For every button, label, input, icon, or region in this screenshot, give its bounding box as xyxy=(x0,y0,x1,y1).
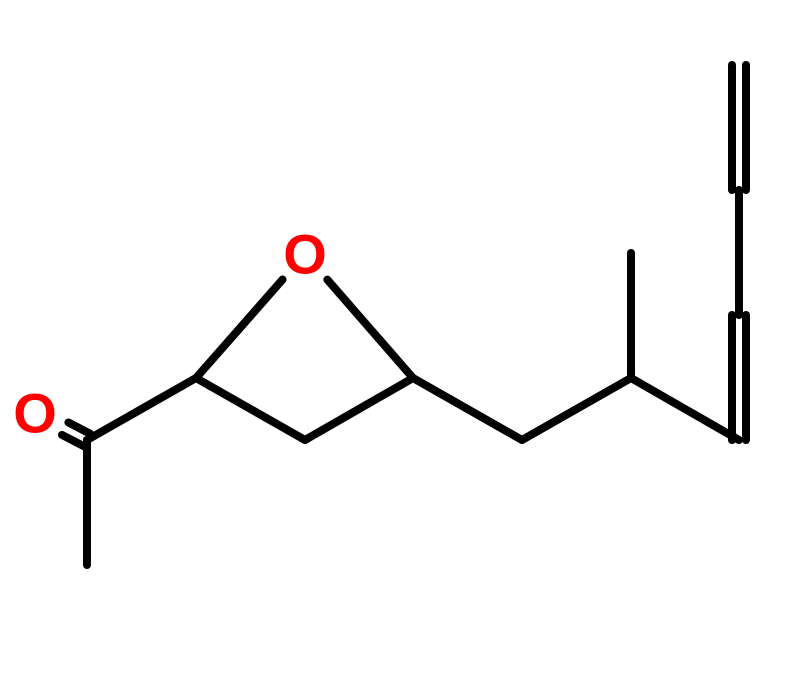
atom-label-o: O xyxy=(283,223,327,286)
labels-layer: OO xyxy=(13,223,327,445)
atom-label-o: O xyxy=(13,382,57,445)
bonds-layer xyxy=(62,65,746,565)
molecule-diagram: OO xyxy=(0,0,800,679)
